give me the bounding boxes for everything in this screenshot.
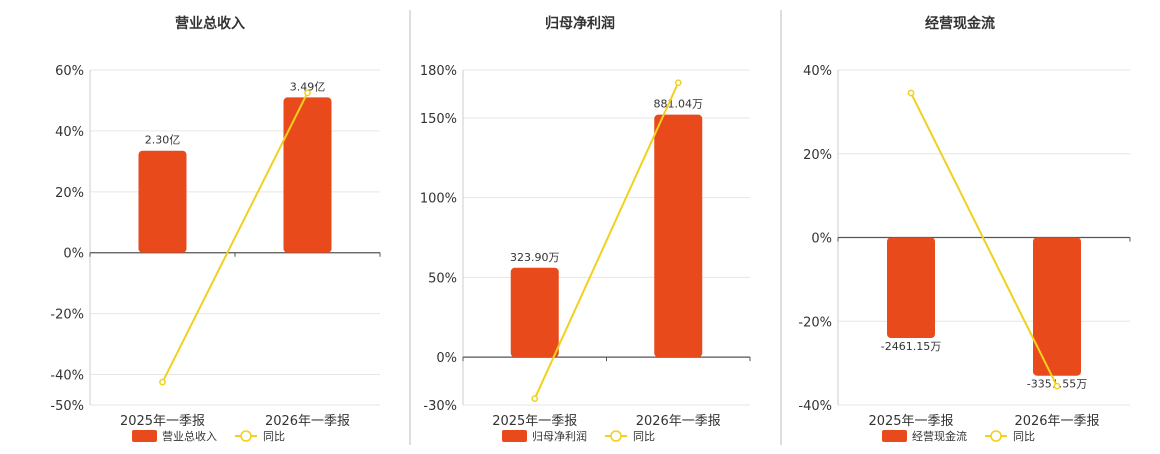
bar-1 <box>887 237 935 338</box>
y-tick-label: 40% <box>803 64 832 79</box>
y-tick-label: -40% <box>50 369 84 384</box>
chart-panel-2: 归母净利润 180% 150% 100% 50% 0% -30% 323.90万 881.04万… <box>420 15 751 443</box>
yoy-point <box>531 395 539 402</box>
chart-panel-1: 营业总收入 60% 40% 20% 0% -20% -40% -50% 2.30亿 3.49亿 20… <box>50 15 381 443</box>
chart-title: 归母净利润 <box>545 15 615 32</box>
bar-data-label: 881.04万 <box>654 98 704 111</box>
x-category-label: 2026年一季报 <box>265 414 350 429</box>
bar-data-label: -2461.15万 <box>881 340 941 353</box>
bar-data-label: 2.30亿 <box>145 134 181 147</box>
y-tick-label: 100% <box>420 192 457 207</box>
x-category-label: 2026年一季报 <box>1014 414 1099 429</box>
bar-2 <box>1033 237 1081 376</box>
y-tick-label: 0% <box>436 351 457 366</box>
yoy-line <box>533 82 680 400</box>
yoy-point <box>1053 382 1061 390</box>
y-tick-label: 180% <box>420 64 457 79</box>
bar-1 <box>138 150 187 253</box>
y-tick-label: 50% <box>428 271 457 286</box>
bar-data-label: 323.90万 <box>510 251 560 264</box>
bar-2 <box>283 97 332 253</box>
yoy-line <box>161 92 309 383</box>
legend-bar-label: 归母净利润 <box>532 429 587 443</box>
bar-data-label: 3.49亿 <box>290 80 326 93</box>
chart-title: 经营现金流 <box>925 15 995 32</box>
y-tick-label: 20% <box>803 148 832 163</box>
yoy-point <box>304 89 311 97</box>
legend-bar-label: 营业总收入 <box>162 429 217 443</box>
y-tick-label: -50% <box>50 399 84 414</box>
legend-bar-label: 经营现金流 <box>912 429 967 443</box>
y-tick-label: 150% <box>420 112 457 127</box>
y-tick-label: 0% <box>63 247 84 262</box>
chart-panel-3: 经营现金流40%20%0%-20%-40%-2461.15万-3351.55万2… <box>798 15 1131 443</box>
legend-line-label: 同比 <box>1013 430 1035 443</box>
legend-line-label: 同比 <box>263 430 285 443</box>
x-category-label: 2026年一季报 <box>636 414 721 429</box>
y-tick-label: 60% <box>55 64 84 79</box>
x-category-label: 2025年一季报 <box>120 414 205 429</box>
chart-title: 营业总收入 <box>175 15 245 32</box>
legend-bar-swatch <box>882 430 907 442</box>
y-tick-label: -40% <box>798 399 832 414</box>
y-tick-label: -30% <box>423 399 457 414</box>
yoy-point <box>159 378 166 386</box>
x-category-label: 2025年一季报 <box>868 414 953 429</box>
bar-1 <box>510 267 559 358</box>
legend-line-marker <box>990 430 1002 442</box>
legend-line-marker <box>240 430 252 442</box>
y-tick-label: 20% <box>55 186 84 201</box>
y-tick-label: 40% <box>55 125 84 140</box>
y-tick-label: -20% <box>50 308 84 323</box>
y-tick-label: 0% <box>811 232 832 247</box>
legend-bar-swatch <box>132 430 157 442</box>
yoy-line <box>910 92 1058 387</box>
legend-bar-swatch <box>502 430 527 442</box>
legend-line-marker <box>610 430 622 442</box>
yoy-point <box>674 79 682 87</box>
bar-2 <box>654 114 703 358</box>
legend-line-label: 同比 <box>633 430 655 443</box>
yoy-point <box>907 89 915 97</box>
x-category-label: 2025年一季报 <box>492 414 577 429</box>
y-tick-label: -20% <box>798 315 832 330</box>
